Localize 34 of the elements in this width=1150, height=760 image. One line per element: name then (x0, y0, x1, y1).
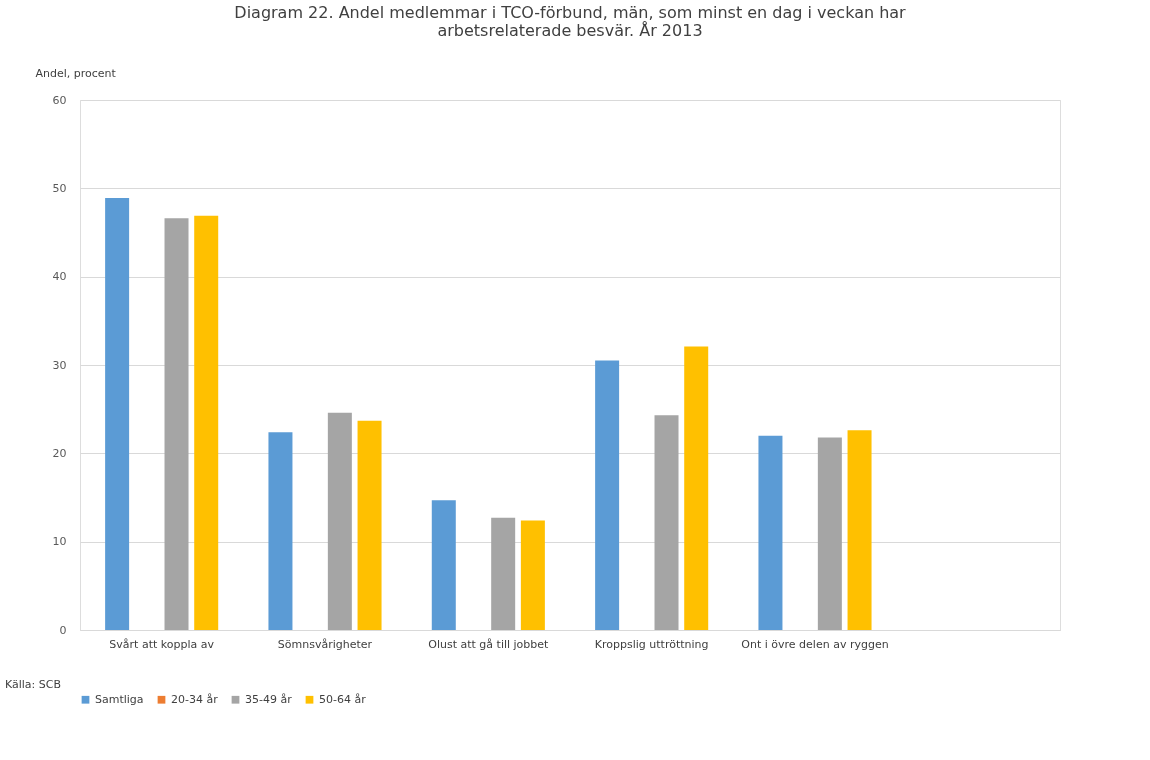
bar (357, 420, 382, 630)
x-tick-label: Svårt att koppla av (109, 637, 215, 651)
y-tick-label: 40 (52, 270, 67, 284)
text: Källa: SCB (5, 678, 62, 691)
bar (520, 520, 545, 630)
bar (268, 432, 293, 630)
bar (105, 198, 130, 630)
bar (654, 415, 679, 630)
legend-label: 50-64 år (319, 692, 367, 706)
bar (595, 360, 620, 630)
x-tick-label: Kroppslig uttröttning (594, 637, 709, 651)
bar (431, 500, 456, 630)
x-tick-label: Olust att gå till jobbet (428, 637, 550, 651)
bar (684, 346, 709, 630)
bar (491, 517, 516, 630)
y-axis-title: Andel, procent (35, 66, 117, 80)
bar (164, 218, 189, 630)
bar (817, 437, 842, 630)
bar (194, 215, 219, 630)
bar (758, 435, 783, 630)
y-tick-label: 60 (52, 93, 67, 107)
bar (847, 430, 872, 630)
y-tick-label: 50 (52, 181, 67, 195)
legend-label: 20-34 år (171, 692, 219, 706)
y-tick-label: 30 (52, 358, 67, 372)
y-tick-label: 10 (52, 535, 67, 549)
y-tick-label: 0 (59, 623, 67, 637)
legend-label: Samtliga (95, 692, 144, 706)
y-tick-label: 20 (52, 446, 67, 460)
chart-title: Diagram 22. Andel medlemmar i TCO-förbund, män, som minst en dag i veckan har arbetsrelaterade besvär. År 2013 (234, 3, 907, 40)
x-tick-label: Ont i övre delen av ryggen (741, 637, 889, 651)
bar (327, 412, 352, 630)
legend-label: 35-49 år (245, 692, 293, 706)
x-tick-label: Sömnsvårigheter (277, 637, 373, 651)
